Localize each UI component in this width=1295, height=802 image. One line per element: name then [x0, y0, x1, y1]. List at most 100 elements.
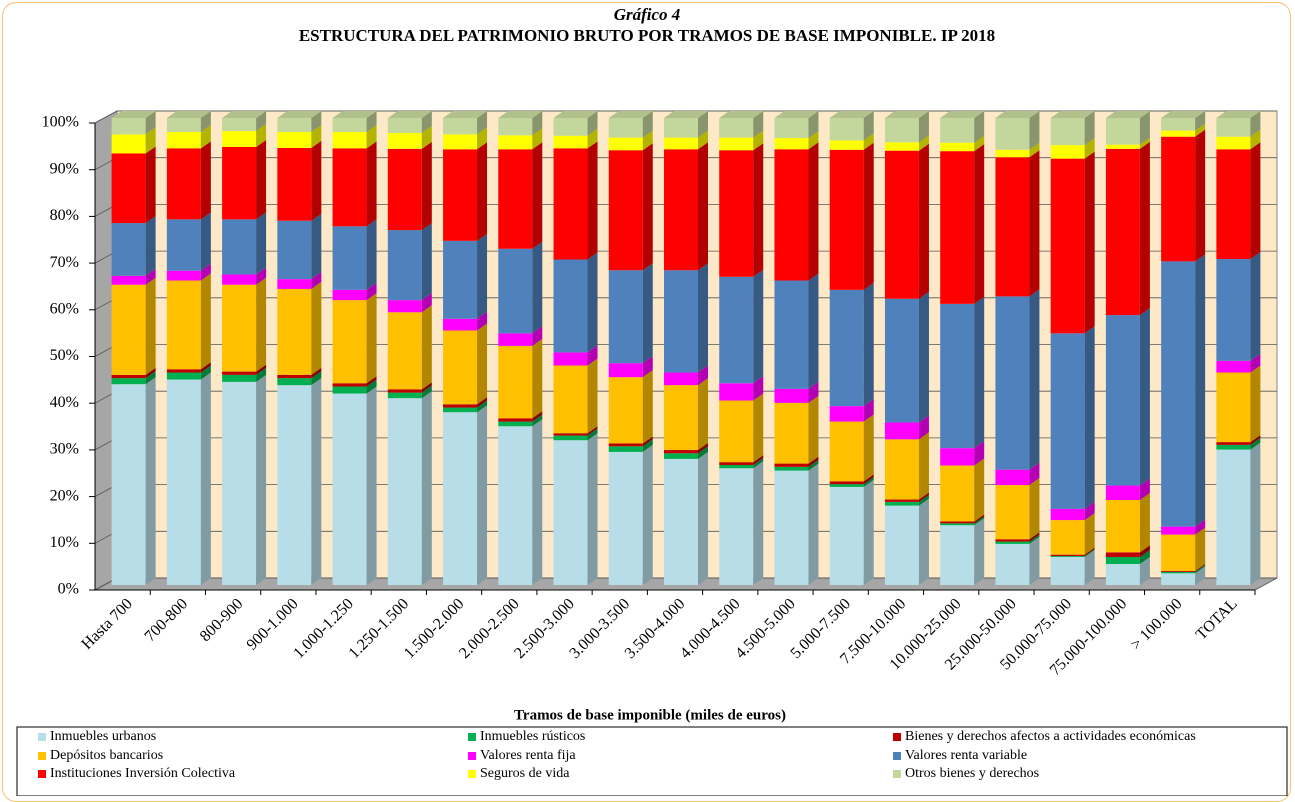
bar-segment [1105, 315, 1140, 486]
bar-segment-side [1029, 462, 1040, 486]
bar-segment-side [1084, 513, 1095, 555]
bar-segment-side [1139, 493, 1150, 553]
bar-segment-side [256, 364, 267, 375]
bar-segment [1050, 554, 1085, 557]
bar-segment [884, 439, 919, 500]
bar-segment [166, 148, 201, 220]
bar-segment-side [753, 457, 764, 469]
x-tick-label: 700-800 [142, 595, 192, 645]
bar-segment-side [1139, 478, 1150, 501]
bar-segment [332, 383, 367, 387]
bar-segment-top [498, 111, 543, 118]
legend-swatch [468, 752, 476, 760]
bar-segment [443, 134, 478, 150]
bar-segment [1105, 118, 1140, 145]
x-tick-label: Hasta 700 [78, 595, 136, 653]
bar-segment-side [1195, 563, 1206, 572]
bar-segment-side [587, 358, 598, 434]
bar-segment [277, 147, 312, 221]
bar-segment [332, 289, 367, 301]
bar-segment [553, 148, 588, 260]
bar-segment-side [311, 213, 322, 280]
bar-segment [166, 280, 201, 370]
bar-segment-side [1195, 519, 1206, 535]
bar-segment [719, 276, 754, 384]
y-tick-label: 20% [50, 487, 79, 504]
bar-segment-side [698, 111, 708, 138]
y-tick-label: 90% [50, 160, 79, 177]
bar-segment-side [145, 127, 156, 154]
bar-segment [1161, 130, 1196, 137]
bar-segment [332, 386, 367, 394]
bar-segment-side [1139, 556, 1150, 585]
bar-segment [443, 149, 478, 241]
bar-segment [1050, 118, 1085, 146]
bar-segment [111, 384, 146, 585]
bar-segment-side [256, 367, 267, 382]
y-tick-label: 100% [42, 114, 79, 131]
bar-segment-side [1084, 547, 1095, 557]
bar-segment [277, 279, 312, 289]
bar-segment-side [863, 142, 874, 290]
legend-swatch [893, 733, 901, 741]
bar-segment-side [1029, 534, 1040, 544]
bar-segment [940, 523, 975, 526]
bar-segment-top [387, 111, 432, 118]
bar-segment-side [1195, 123, 1206, 137]
bar-segment-side [698, 365, 708, 386]
bar-segment-side [1029, 532, 1040, 542]
bar-segment-side [642, 370, 653, 444]
bar-segment [829, 289, 864, 407]
legend-swatch [468, 733, 476, 741]
bar-segment [277, 374, 312, 379]
bar-segment [387, 132, 422, 149]
bar-segment-side [1139, 137, 1150, 149]
bar-segment [884, 505, 919, 585]
bar-segment [222, 374, 257, 382]
bar-segment-top [664, 111, 708, 118]
bar-segment-side [1250, 129, 1261, 150]
bar-segment [498, 421, 533, 427]
bar-segment [1050, 556, 1085, 585]
bar-segment [277, 288, 312, 375]
bar-segment-side [753, 143, 764, 277]
legend-label: Depósitos bancarios [50, 748, 163, 763]
bar-segment [498, 118, 533, 136]
bar-segment-side [421, 141, 432, 231]
bar-segment-side [863, 282, 874, 407]
x-tick-label: 800-900 [197, 595, 247, 645]
bar-segment-side [1195, 564, 1206, 574]
bar-segment [608, 118, 643, 138]
bar-segment-side [642, 143, 653, 271]
bar-segment [774, 470, 809, 585]
bar-segment [111, 153, 146, 224]
bar-segment-top [884, 111, 929, 118]
legend-label: Inmuebles urbanos [50, 729, 156, 744]
bar-segment [443, 318, 478, 331]
bar-segment-side [1139, 545, 1150, 557]
bar-segment-side [808, 459, 819, 471]
bar-segment [774, 466, 809, 471]
bar-segment-side [1250, 435, 1261, 445]
bar-segment [553, 440, 588, 585]
bar-segment [111, 134, 146, 154]
bar-segment [498, 426, 533, 585]
bar-segment-side [145, 377, 156, 585]
bar-segment [166, 369, 201, 373]
legend-label: Valores renta variable [905, 748, 1027, 763]
bar-segment [995, 118, 1030, 150]
bar-segment-side [532, 419, 543, 585]
bar-segment-top [1050, 111, 1095, 118]
bar-segment-side [366, 125, 377, 149]
bar-segment [387, 398, 422, 585]
bar-segment [884, 499, 919, 502]
bar-segment [332, 118, 367, 133]
bar-segment [940, 303, 975, 449]
bar-segment-side [753, 461, 764, 585]
bar-segment [719, 462, 754, 465]
bar-segment-side [1084, 138, 1095, 159]
bar-segment [1105, 485, 1140, 501]
bar-segment-side [918, 432, 929, 500]
bar-segment-side [808, 381, 819, 403]
bar-segment-side [753, 269, 764, 384]
